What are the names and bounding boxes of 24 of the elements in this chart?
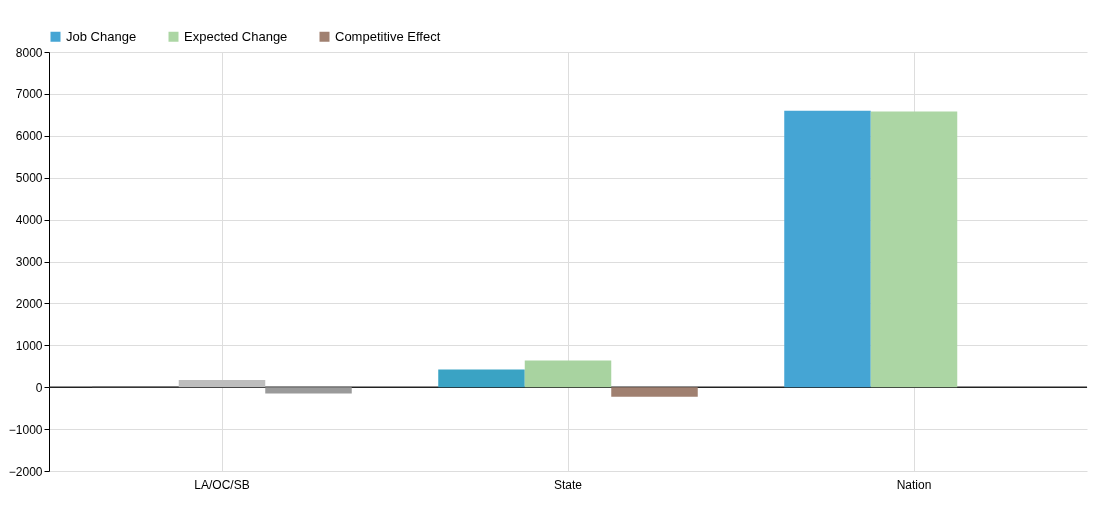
legend-label: Competitive Effect <box>335 28 441 44</box>
y-tick-label: 2000 <box>15 296 43 311</box>
y-tick-label: −1000 <box>8 422 43 437</box>
x-tick-label: Nation <box>896 477 932 492</box>
x-tick-label: LA/OC/SB <box>194 477 250 492</box>
legend-label: Expected Change <box>184 28 288 44</box>
bar <box>178 380 266 388</box>
y-tick-label: 8000 <box>15 45 43 60</box>
bar <box>870 111 958 388</box>
y-tick-label: 6000 <box>15 129 43 144</box>
bar <box>784 110 871 388</box>
bar <box>524 360 612 388</box>
y-tick-label: 0 <box>35 380 43 395</box>
y-tick-label: 7000 <box>15 87 43 102</box>
bar <box>265 387 352 394</box>
bar <box>611 387 698 397</box>
y-tick-label: 3000 <box>15 255 43 269</box>
y-tick-label: 1000 <box>15 338 43 353</box>
y-tick-label: 4000 <box>15 213 43 228</box>
bar <box>438 369 525 388</box>
y-tick-label: 5000 <box>15 171 43 186</box>
x-tick-label: State <box>553 477 583 492</box>
legend-label: Job Change <box>66 28 137 44</box>
y-tick-label: −2000 <box>8 464 43 479</box>
